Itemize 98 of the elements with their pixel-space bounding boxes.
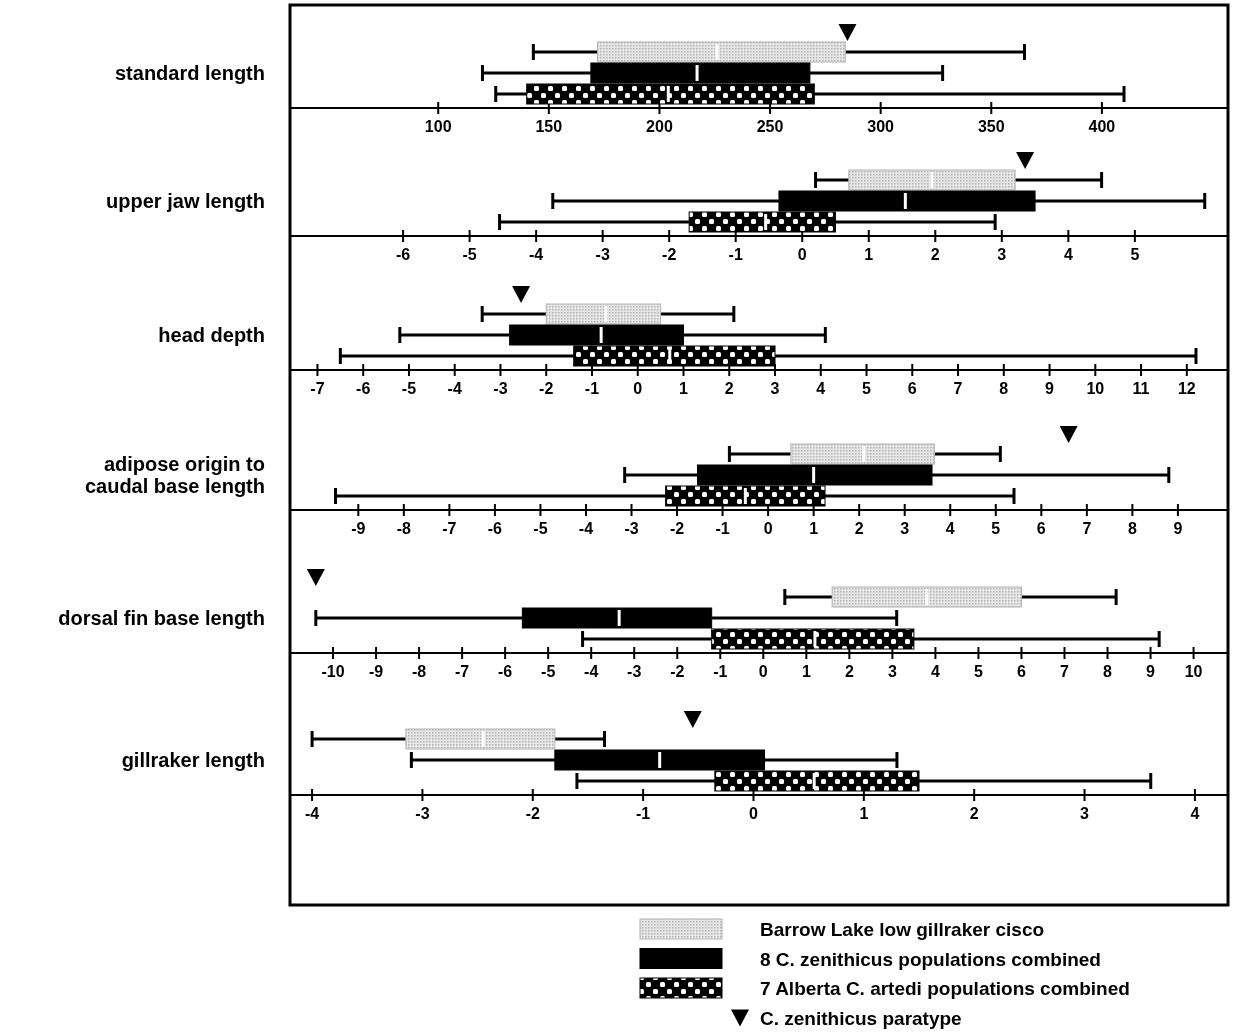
x-tick-label: 9 (1146, 663, 1156, 680)
x-tick-label: 5 (991, 520, 1001, 537)
x-tick-label: 9 (1173, 520, 1183, 537)
x-tick-label: -4 (447, 380, 462, 397)
x-tick-label: 1 (679, 380, 689, 397)
x-tick-label: 2 (854, 520, 864, 537)
x-tick-label: 0 (763, 520, 773, 537)
x-tick-label: 2 (844, 663, 854, 680)
y-tick-label: head depth (158, 324, 265, 346)
x-tick-label: 11 (1132, 380, 1150, 397)
legend-label: C. zenithicus paratype (760, 1007, 962, 1029)
y-tick-label: upper jaw length (106, 190, 265, 212)
x-tick-label: -6 (356, 380, 371, 397)
x-tick-label: -9 (368, 663, 384, 680)
x-tick-label: 150 (535, 118, 563, 135)
x-tick-label: -2 (670, 663, 685, 680)
x-tick-label: -2 (525, 805, 540, 822)
x-tick-label: 3 (770, 380, 780, 397)
x-tick-label: 4 (930, 663, 940, 680)
x-tick-label: -2 (539, 380, 554, 397)
x-tick-label: 12 (1177, 380, 1196, 397)
x-tick-label: 1 (809, 520, 819, 537)
x-tick-label: 3 (997, 246, 1007, 263)
x-tick-label: -4 (578, 520, 594, 537)
x-tick-label: 3 (887, 663, 897, 680)
x-tick-label: 0 (797, 246, 807, 263)
x-tick-label: -1 (584, 380, 600, 397)
x-tick-label: 4 (1190, 805, 1200, 822)
x-tick-label: -1 (713, 663, 728, 680)
x-tick-label: -4 (529, 246, 544, 263)
x-tick-label: 6 (1036, 520, 1046, 537)
x-tick-label: 300 (867, 118, 895, 135)
x-tick-label: -1 (636, 805, 651, 822)
x-tick-label: -6 (498, 663, 513, 680)
x-tick-label: -3 (595, 246, 610, 263)
x-tick-label: -9 (351, 520, 366, 537)
y-tick-label: adipose origin to caudal base length (84, 453, 265, 497)
x-tick-label: -5 (462, 246, 477, 263)
x-tick-label: 4 (1063, 246, 1073, 263)
x-tick-label: 8 (1103, 663, 1113, 680)
x-tick-label: 6 (907, 380, 917, 397)
x-tick-label: 5 (1130, 246, 1140, 263)
x-tick-label: 250 (756, 118, 784, 135)
x-tick-label: -7 (442, 520, 457, 537)
x-tick-label: -1 (715, 520, 730, 537)
x-tick-label: 400 (1088, 118, 1116, 135)
x-tick-label: 4 (945, 520, 955, 537)
x-tick-label: -8 (396, 520, 412, 537)
x-tick-label: 2 (930, 246, 940, 263)
x-tick-label: 200 (646, 118, 673, 135)
x-tick-label: 0 (633, 380, 643, 397)
x-tick-label: 5 (973, 663, 983, 680)
x-tick-label: 100 (424, 118, 452, 135)
x-tick-label: -4 (304, 805, 320, 822)
x-tick-label: -1 (728, 246, 743, 263)
x-tick-label: 8 (1127, 520, 1137, 537)
y-tick-label: standard length (114, 62, 265, 84)
x-tick-label: -10 (321, 663, 345, 680)
x-tick-label: 4 (816, 380, 826, 397)
x-tick-label: 7 (1060, 663, 1070, 680)
x-tick-label: -6 (487, 520, 503, 537)
x-tick-label: 1 (859, 805, 869, 822)
x-tick-label: -2 (662, 246, 677, 263)
x-tick-label: -3 (627, 663, 642, 680)
x-tick-label: 0 (758, 663, 768, 680)
x-tick-label: -5 (533, 520, 548, 537)
x-tick-label: 2 (724, 380, 734, 397)
x-tick-label: -4 (584, 663, 599, 680)
x-tick-label: 350 (977, 118, 1005, 135)
x-tick-label: 10 (1184, 663, 1203, 680)
x-tick-label: -5 (401, 380, 417, 397)
x-tick-label: 10 (1086, 380, 1105, 397)
y-tick-label: dorsal fin base length (58, 607, 265, 629)
x-tick-label: -3 (624, 520, 639, 537)
x-tick-label: -2 (669, 520, 685, 537)
x-tick-label: 2 (969, 805, 979, 822)
legend-label: Barrow Lake low gillraker cisco (760, 919, 1045, 940)
x-tick-label: -5 (541, 663, 556, 680)
y-tick-label: gillraker length (121, 749, 265, 771)
x-tick-label: -8 (411, 663, 427, 680)
legend-label: 7 Alberta C. artedi populations combined (760, 978, 1130, 999)
x-tick-label: 3 (900, 520, 910, 537)
x-tick-label: 7 (1082, 520, 1092, 537)
x-tick-label: -3 (415, 805, 430, 822)
x-tick-label: 3 (1080, 805, 1090, 822)
x-tick-label: 7 (953, 380, 963, 397)
x-tick-label: 5 (862, 380, 872, 397)
x-tick-label: -3 (493, 380, 508, 397)
x-tick-label: 8 (999, 380, 1009, 397)
x-tick-label: 1 (864, 246, 874, 263)
x-tick-label: 1 (801, 663, 811, 680)
x-tick-label: 9 (1045, 380, 1055, 397)
x-tick-label: -7 (454, 663, 470, 680)
legend-label: 8 C. zenithicus populations combined (760, 948, 1101, 970)
x-tick-label: 0 (749, 805, 759, 822)
x-tick-label: -6 (395, 246, 411, 263)
x-tick-label: 6 (1017, 663, 1027, 680)
x-tick-label: -7 (310, 380, 325, 397)
